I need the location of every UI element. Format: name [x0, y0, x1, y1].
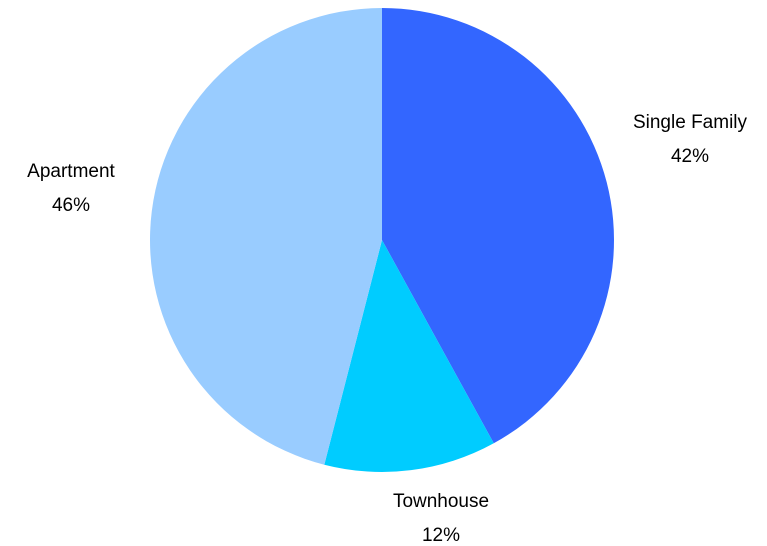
slice-label-single-family: Single Family	[633, 112, 748, 133]
pie-slices	[150, 8, 614, 472]
slice-label-apartment: Apartment	[27, 161, 115, 182]
pie-labels: Single Family 42% Townhouse 12% Apartment 46%	[27, 112, 747, 546]
slice-percent-townhouse: 12%	[422, 525, 460, 546]
slice-percent-apartment: 46%	[52, 195, 90, 216]
pie-slice-townhouse	[324, 240, 494, 472]
slice-label-townhouse: Townhouse	[393, 491, 489, 512]
pie-slice-apartment	[150, 8, 382, 465]
slice-percent-single-family: 42%	[671, 146, 709, 167]
pie-slice-single-family	[382, 8, 614, 444]
